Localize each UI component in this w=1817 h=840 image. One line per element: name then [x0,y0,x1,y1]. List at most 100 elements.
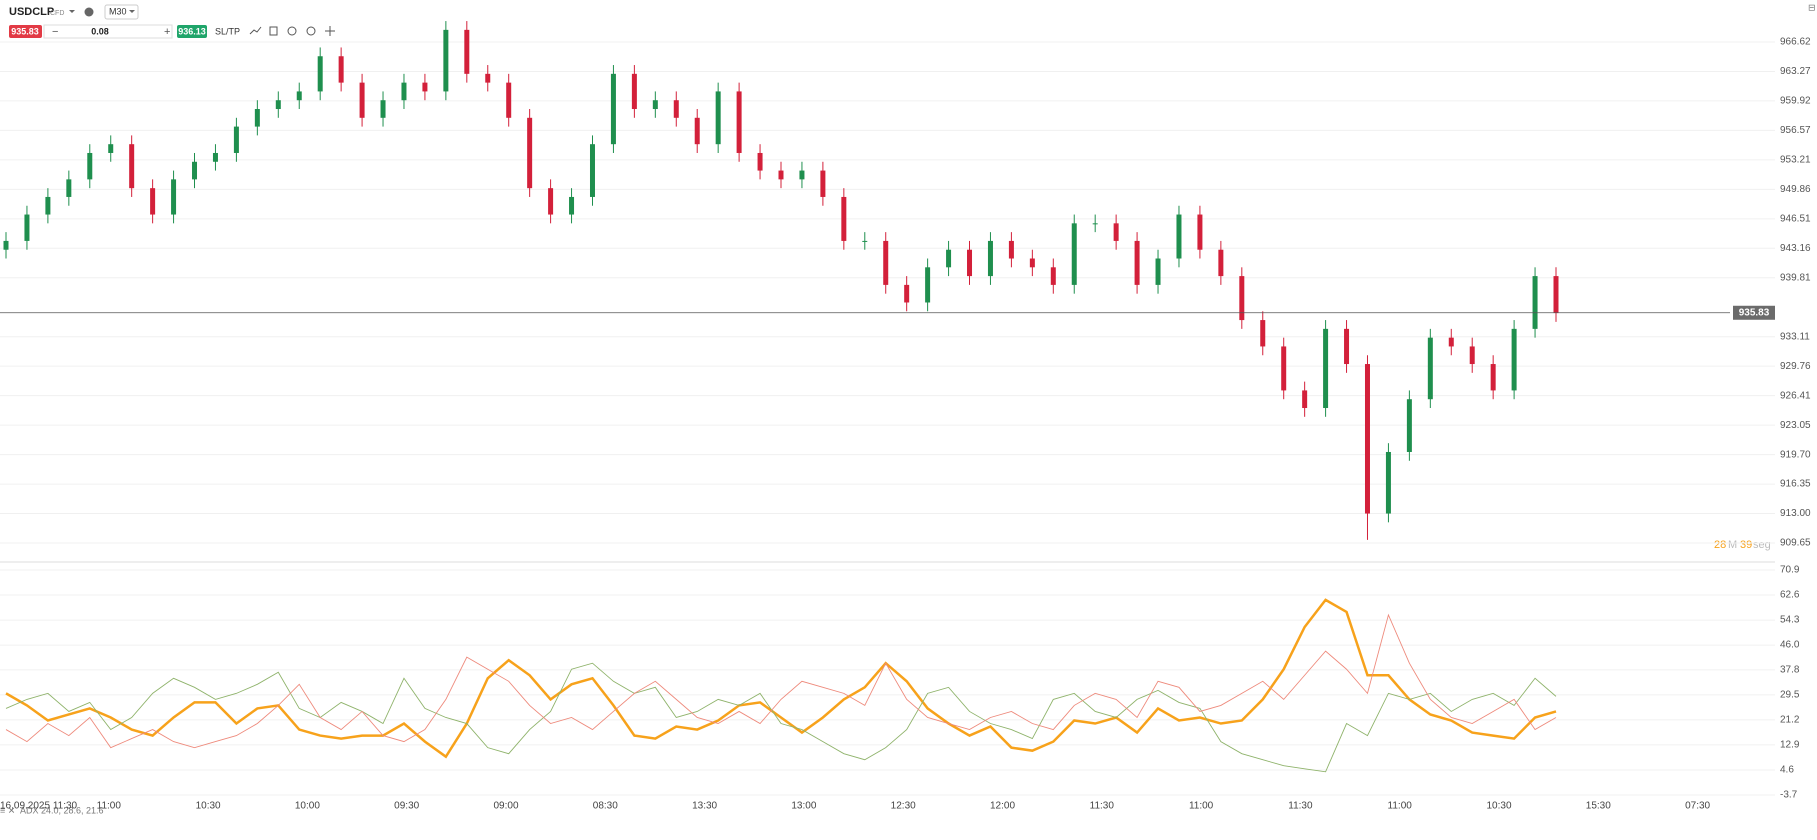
instrument-type: CFD [50,10,64,17]
candle-body [569,196,575,215]
buy-button[interactable] [177,25,207,38]
line-tool[interactable] [249,26,262,35]
candle-body [1364,364,1370,514]
x-tick-label: 11:30 [1090,801,1115,812]
candle-body [254,109,260,127]
current-price-label: 935.83 [1739,307,1770,318]
candle-body [87,152,93,180]
dropdown-icon[interactable] [129,10,135,13]
indicator-legend: ADX 24.0, 28.6, 21.6 [20,805,104,815]
candle-body [66,179,72,197]
indicator-icons[interactable]: ≡ ✕ [0,805,15,815]
x-tick-label: 11:00 [97,801,122,812]
zoom-in[interactable] [306,26,316,36]
buy-price[interactable]: 936.13 [178,26,206,36]
sell-button[interactable] [9,25,42,38]
candle-body [548,188,554,215]
symbol[interactable]: USDCLP [9,6,54,18]
candle-body [1385,451,1391,514]
plus[interactable]: + [164,26,170,38]
candle-body [192,161,198,180]
minus[interactable]: − [52,26,58,38]
timeframe[interactable]: M30 [109,6,127,16]
candle-body [1553,276,1559,314]
countdown-minutes: 28 [1714,539,1726,551]
y-tick-label: 943.16 [1780,243,1811,254]
countdown-unit: seg [1753,539,1771,551]
candle-body [401,82,407,101]
y-tick-label: -3.7 [1780,790,1798,801]
candle-body [1281,346,1287,391]
y-tick-label: 54.3 [1780,615,1800,626]
x-tick-label: 10:00 [295,801,320,812]
crosshair[interactable] [325,26,335,36]
candle-body [1511,328,1517,391]
y-tick-label: 946.51 [1780,213,1811,224]
candle-body [3,240,9,250]
x-tick-label: 09:30 [394,801,419,812]
candle-body [1469,346,1475,365]
candle-body [946,249,952,268]
countdown-seconds: 39 [1740,539,1752,551]
candle-body [967,249,973,277]
info-icon[interactable] [84,7,94,17]
quantity-box[interactable] [43,24,173,39]
y-tick-label: 926.41 [1780,390,1811,401]
candle-body [380,100,386,118]
candle-body [1050,267,1056,285]
candle-body [1155,258,1161,285]
candle-body [464,29,470,74]
candle-body [1092,223,1098,225]
candle-body [171,179,177,215]
candle-body [1260,320,1266,347]
y-tick-label: 4.6 [1780,765,1794,776]
candle-body [45,196,51,215]
candle-body [1134,240,1140,285]
y-tick-label: 916.35 [1780,479,1811,490]
y-tick-label: 12.9 [1780,740,1800,751]
x-tick-label: 12:30 [891,801,916,812]
x-tick-label: 12:00 [990,801,1015,812]
y-tick-label: 62.6 [1780,590,1800,601]
current-price-box [1733,305,1775,320]
candle-body [1071,223,1077,285]
candle-body [1532,276,1538,329]
y-tick-label: 963.27 [1780,66,1811,77]
window-icons[interactable]: ⊟ ✕ [1808,2,1817,12]
x-tick-label: 11:30 [1288,801,1313,812]
y-tick-label: 966.62 [1780,37,1811,48]
y-tick-label: 923.05 [1780,420,1811,431]
candle-body [422,82,428,92]
candle-body [610,73,616,145]
candle-body [778,170,784,180]
indicator-line [5,662,1557,773]
candle-body [904,284,910,303]
countdown-unit: M [1728,539,1737,551]
quantity[interactable]: 0.08 [91,26,109,36]
candle-tool[interactable] [269,26,278,36]
x-tick-label: 09:00 [493,801,518,812]
zoom-out[interactable] [287,26,297,36]
candle-body [589,144,595,197]
candle-body [1218,249,1224,277]
candle-body [925,267,931,303]
y-tick-label: 909.65 [1780,538,1811,549]
candle-body [631,73,637,110]
candle-body [799,170,805,180]
sltp[interactable]: SL/TP [215,26,240,36]
candle-body [694,117,700,145]
candle-body [673,100,679,118]
sell-price[interactable]: 935.83 [11,26,39,36]
candle-body [1406,399,1412,452]
candle-body [987,240,993,277]
y-tick-label: 46.0 [1780,640,1800,651]
dropdown-icon[interactable] [69,10,75,13]
x-tick-label: 13:00 [791,801,816,812]
x-tick-label: 08:30 [593,801,618,812]
candle-body [862,240,868,242]
timeframe-box[interactable] [104,4,139,20]
candle-body [841,196,847,241]
candle-body [1448,337,1454,347]
